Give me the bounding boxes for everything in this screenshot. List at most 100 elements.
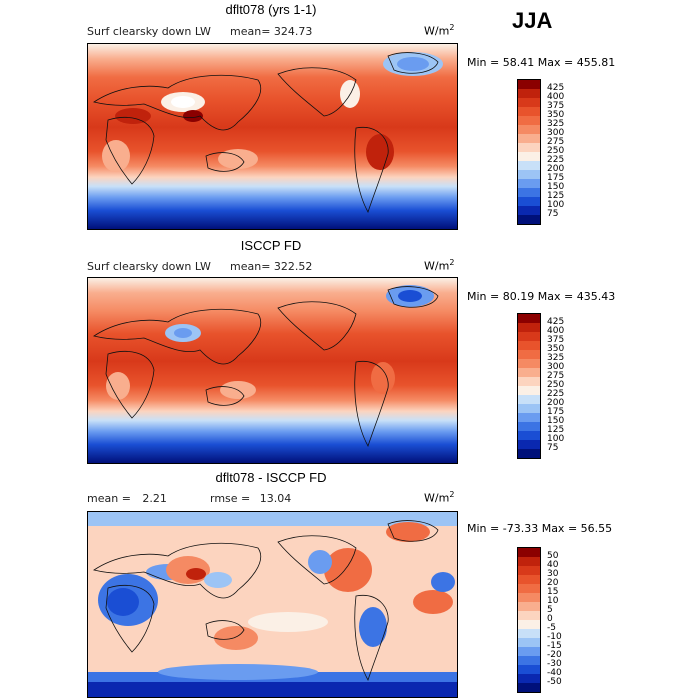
panel-3-colorbar-swatch bbox=[518, 629, 540, 638]
panel-3-mean-value: 2.21 bbox=[142, 492, 167, 505]
panel-1-colorbar-swatches bbox=[517, 79, 541, 225]
panel-1-map bbox=[87, 43, 458, 230]
panel-2-colorbar-swatch bbox=[518, 314, 540, 323]
panel-2-colorbar-label: 425 bbox=[547, 317, 565, 327]
panel-1-colorbar: 425 400 375 350 325 300 275 250 225 200 175 150 125 1… bbox=[517, 79, 564, 225]
panel-3-colorbar-swatch bbox=[518, 548, 540, 557]
panel-1-colorbar-swatch bbox=[518, 188, 540, 197]
panel-1-mean: mean= 324.73 bbox=[230, 25, 312, 38]
panel-1-minmax: Min = 58.41 Max = 455.81 bbox=[467, 56, 615, 69]
panel-2-mean-value: 322.52 bbox=[273, 260, 313, 273]
panel-3-colorbar-label: 15 bbox=[547, 587, 559, 597]
panel-2-colorbar-swatch bbox=[518, 377, 540, 386]
panel-2-min-label: Min = bbox=[467, 290, 500, 303]
panel-3-max-value: 56.55 bbox=[580, 522, 613, 535]
panel-1-units: W/m2 bbox=[424, 23, 454, 38]
panel-2-map bbox=[87, 277, 458, 464]
panel-1-colorbar-label: 175 bbox=[547, 173, 565, 183]
panel-3-map bbox=[87, 511, 458, 698]
panel-1-colorbar-swatch bbox=[518, 215, 540, 224]
panel-1-units-sup: 2 bbox=[449, 23, 455, 32]
panel-1-max-value: 455.81 bbox=[576, 56, 616, 69]
panel-2-colorbar-swatch bbox=[518, 323, 540, 332]
panel-1-colorbar-label: 375 bbox=[547, 101, 565, 111]
panel-3-colorbar-label: 40 bbox=[547, 560, 559, 570]
panel-3-min-value: -73.33 bbox=[502, 522, 539, 535]
panel-3-colorbar-swatch bbox=[518, 557, 540, 566]
panel-1-colorbar-label: 150 bbox=[547, 182, 565, 192]
panel-2-max-label: Max = bbox=[537, 290, 574, 303]
panel-3-colorbar-swatch bbox=[518, 566, 540, 575]
panel-2-colorbar-swatch bbox=[518, 359, 540, 368]
panel-3-mean: mean = 2.21 bbox=[87, 492, 167, 505]
panel-3-mean-label: mean = bbox=[87, 492, 131, 505]
panel-3-max-label: Max = bbox=[541, 522, 578, 535]
panel-3-colorbar-label: 20 bbox=[547, 578, 559, 588]
panel-3-map-field bbox=[88, 512, 457, 697]
panel-3-colorbar-swatch bbox=[518, 647, 540, 656]
panel-3-colorbar-swatch bbox=[518, 584, 540, 593]
panel-3-colorbar-swatch bbox=[518, 611, 540, 620]
panel-2-colorbar-label: 300 bbox=[547, 362, 565, 372]
panel-3-units-sup: 2 bbox=[449, 490, 455, 499]
panel-2-colorbar-label: 125 bbox=[547, 425, 565, 435]
panel-1-min-value: 58.41 bbox=[502, 56, 535, 69]
panel-2-colorbar-swatch bbox=[518, 350, 540, 359]
panel-3-colorbar-label: -15 bbox=[547, 641, 562, 651]
panel-2-min-value: 80.19 bbox=[502, 290, 535, 303]
panel-1-colorbar-label: 100 bbox=[547, 200, 565, 210]
panel-2-units-sup: 2 bbox=[449, 258, 455, 267]
panel-3-min-label: Min = bbox=[467, 522, 500, 535]
panel-3-minmax: Min = -73.33 Max = 56.55 bbox=[467, 522, 612, 535]
panel-3-colorbar-swatch bbox=[518, 620, 540, 629]
panel-1-mean-value: 324.73 bbox=[273, 25, 313, 38]
season-label: JJA bbox=[512, 8, 553, 33]
panel-1-min-label: Min = bbox=[467, 56, 500, 69]
panel-3-colorbar-label: 50 bbox=[547, 551, 559, 561]
panel-3-colorbar-swatch bbox=[518, 638, 540, 647]
panel-1-colorbar-label: 125 bbox=[547, 191, 565, 201]
panel-2-minmax: Min = 80.19 Max = 435.43 bbox=[467, 290, 615, 303]
panel-3-colorbar-swatch bbox=[518, 674, 540, 683]
panel-2-colorbar-label: 150 bbox=[547, 416, 565, 426]
panel-1-colorbar-label: 225 bbox=[547, 155, 565, 165]
panel-2-colorbar-swatch bbox=[518, 449, 540, 458]
panel-2-colorbar-label: 200 bbox=[547, 398, 565, 408]
panel-2-colorbar-swatches bbox=[517, 313, 541, 459]
panel-2-colorbar: 425 400 375 350 325 300 275 250 225 200 175 150 125 1… bbox=[517, 313, 564, 459]
panel-2-colorbar-label: 250 bbox=[547, 380, 565, 390]
panel-1-colorbar-swatch bbox=[518, 134, 540, 143]
panel-2-mean: mean= 322.52 bbox=[230, 260, 312, 273]
panel-2-units: W/m2 bbox=[424, 258, 454, 273]
panel-2-colorbar-label: 225 bbox=[547, 389, 565, 399]
panel-3-title: dflt078 - ISCCP FD bbox=[215, 470, 327, 485]
panel-2-colorbar-swatch bbox=[518, 395, 540, 404]
panel-2-units-base: W/m bbox=[424, 259, 450, 273]
panel-1-max-label: Max = bbox=[537, 56, 574, 69]
panel-1-map-field bbox=[88, 44, 457, 229]
panel-1-colorbar-swatch bbox=[518, 89, 540, 98]
panel-3-colorbar-swatch bbox=[518, 575, 540, 584]
panel-2-colorbar-label: 325 bbox=[547, 353, 565, 363]
panel-2-max-value: 435.43 bbox=[576, 290, 616, 303]
panel-3-colorbar-label: 5 bbox=[547, 605, 553, 615]
panel-2-colorbar-swatch bbox=[518, 413, 540, 422]
panel-1-colorbar-swatch bbox=[518, 170, 540, 179]
panel-1-variable-label: Surf clearsky down LW bbox=[87, 25, 211, 38]
panel-1-colorbar-swatch bbox=[518, 125, 540, 134]
panel-2-mean-label: mean= bbox=[230, 260, 271, 273]
panel-2-colorbar-swatch bbox=[518, 368, 540, 377]
panel-2-colorbar-label: 375 bbox=[547, 335, 565, 345]
panel-2-title: ISCCP FD bbox=[240, 238, 302, 253]
panel-1-colorbar-swatch bbox=[518, 116, 540, 125]
panel-1-colorbar-swatch bbox=[518, 80, 540, 89]
panel-1-colorbar-label: 325 bbox=[547, 119, 565, 129]
panel-2-colorbar-swatch bbox=[518, 386, 540, 395]
panel-2-colorbar-swatch bbox=[518, 422, 540, 431]
panel-1-colorbar-label: 425 bbox=[547, 83, 565, 93]
panel-1-colorbar-swatch bbox=[518, 179, 540, 188]
panel-3-colorbar-label: -30 bbox=[547, 659, 562, 669]
panel-2-colorbar-swatch bbox=[518, 341, 540, 350]
panel-1-colorbar-swatch bbox=[518, 206, 540, 215]
panel-1-colorbar-label: 350 bbox=[547, 110, 565, 120]
